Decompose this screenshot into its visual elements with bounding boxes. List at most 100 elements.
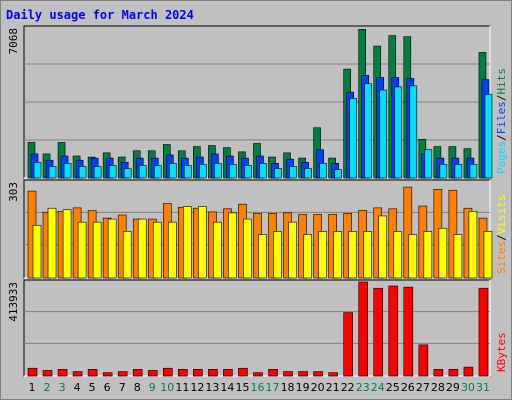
x-tick-label-day-5: 5 [89, 381, 96, 394]
x-tick-label-day-4: 4 [74, 381, 81, 394]
bar-visits-day-16 [258, 234, 267, 279]
legend-item-kbytes: KBytes [495, 332, 508, 372]
x-tick-label-day-30: 30 [461, 381, 475, 394]
bar-pages-day-2 [48, 166, 57, 179]
legend-sites-visits: Sites/Visits [495, 195, 508, 275]
bar-visits-day-26 [408, 234, 418, 279]
x-tick-label-day-29: 29 [446, 381, 460, 394]
bar-pages-day-10 [168, 163, 177, 179]
x-tick-label-day-8: 8 [134, 381, 141, 394]
bar-kbytes-day-12 [193, 369, 203, 377]
bar-pages-day-5 [93, 166, 102, 179]
bar-pages-day-16 [259, 163, 267, 179]
y-max-label-sites-visits: 303 [7, 182, 20, 202]
x-tick-label-day-28: 28 [431, 381, 445, 394]
bar-kbytes-day-18 [283, 371, 293, 377]
bar-visits-day-15 [243, 218, 252, 279]
bar-kbytes-day-26 [403, 286, 414, 377]
x-tick-label-day-17: 17 [266, 381, 280, 394]
bar-visits-day-2 [47, 207, 57, 279]
bar-visits-day-28 [438, 228, 448, 279]
bar-kbytes-day-25 [388, 285, 399, 377]
bar-pages-day-27 [424, 149, 433, 179]
x-tick-label-day-1: 1 [29, 381, 36, 394]
x-tick-label-day-23: 23 [356, 381, 370, 394]
x-tick-label-day-31: 31 [476, 381, 490, 394]
x-tick-label-day-9: 9 [149, 381, 156, 394]
bar-pages-day-30 [469, 164, 478, 179]
x-tick-label-day-10: 10 [160, 381, 174, 394]
bar-pages-day-14 [229, 164, 237, 179]
bar-visits-day-25 [393, 231, 403, 279]
bar-kbytes-day-20 [313, 371, 323, 377]
bar-kbytes-day-3 [57, 369, 68, 377]
bar-visits-day-24 [378, 215, 388, 279]
bar-pages-day-29 [454, 164, 463, 179]
bar-visits-day-31 [483, 231, 493, 279]
bar-kbytes-day-15 [238, 367, 248, 377]
bar-pages-day-17 [274, 168, 282, 179]
bar-kbytes-day-27 [418, 344, 429, 377]
bar-pages-day-24 [379, 89, 388, 179]
bar-visits-day-30 [468, 211, 478, 279]
legend-hits-files-pages: Pages/Files/Hits [495, 68, 508, 174]
x-tick-label-day-14: 14 [220, 381, 234, 394]
bar-kbytes-day-21 [328, 372, 338, 377]
bar-kbytes-day-10 [162, 367, 173, 377]
bar-kbytes-day-2 [42, 370, 53, 377]
bar-visits-day-6 [107, 218, 117, 279]
bar-kbytes-day-28 [433, 369, 444, 377]
legend-item-hits: Hits [495, 68, 508, 95]
bar-pages-day-12 [199, 164, 207, 179]
x-tick-label-day-15: 15 [235, 381, 249, 394]
bar-pages-day-26 [409, 85, 418, 179]
x-tick-label-day-25: 25 [386, 381, 400, 394]
bar-visits-day-21 [333, 231, 342, 279]
bar-kbytes-day-14 [223, 369, 233, 377]
bar-visits-day-10 [167, 221, 177, 279]
x-tick-label-day-16: 16 [251, 381, 265, 394]
bar-visits-day-4 [77, 221, 87, 279]
bar-kbytes-day-22 [343, 312, 353, 377]
bar-pages-day-23 [364, 83, 373, 179]
legend-separator: / [495, 95, 508, 102]
x-tick-label-day-13: 13 [205, 381, 219, 394]
legend-item-pages: Pages [495, 141, 508, 174]
bar-visits-day-23 [363, 231, 373, 279]
bar-visits-day-1 [32, 224, 42, 279]
bar-visits-day-5 [92, 221, 102, 279]
bar-pages-day-3 [63, 163, 72, 179]
x-tick-label-day-19: 19 [296, 381, 310, 394]
bar-kbytes-day-6 [102, 372, 113, 377]
bar-pages-day-8 [138, 165, 147, 179]
bar-kbytes-day-29 [448, 369, 459, 377]
legend-item-sites: Sites [495, 241, 508, 274]
bar-pages-day-31 [484, 93, 493, 179]
bar-visits-day-9 [152, 221, 162, 279]
legend-item-visits: Visits [495, 195, 508, 235]
bar-pages-day-19 [304, 168, 312, 179]
bar-pages-day-18 [289, 166, 297, 179]
x-tick-label-day-24: 24 [371, 381, 385, 394]
bar-pages-day-20 [319, 163, 327, 179]
bar-visits-day-8 [137, 218, 147, 279]
bar-visits-day-27 [423, 231, 433, 279]
bar-kbytes-day-13 [208, 369, 218, 377]
x-tick-label-day-3: 3 [59, 381, 66, 394]
legend-kbytes: KBytes [495, 332, 508, 372]
bar-pages-day-15 [244, 165, 252, 179]
bar-kbytes-day-31 [478, 287, 489, 377]
bar-kbytes-day-23 [358, 281, 369, 377]
bar-pages-day-22 [349, 98, 357, 179]
x-tick-label-day-12: 12 [190, 381, 204, 394]
bar-sites-day-26 [403, 186, 413, 279]
bar-visits-day-12 [198, 206, 207, 279]
bar-pages-day-21 [334, 169, 342, 179]
x-tick-label-day-6: 6 [104, 381, 111, 394]
bar-kbytes-day-4 [72, 371, 83, 377]
y-max-label-kbytes: 413933 [7, 282, 20, 322]
bar-pages-day-28 [439, 164, 448, 179]
bar-kbytes-day-16 [253, 372, 263, 377]
bar-pages-day-1 [33, 161, 42, 179]
